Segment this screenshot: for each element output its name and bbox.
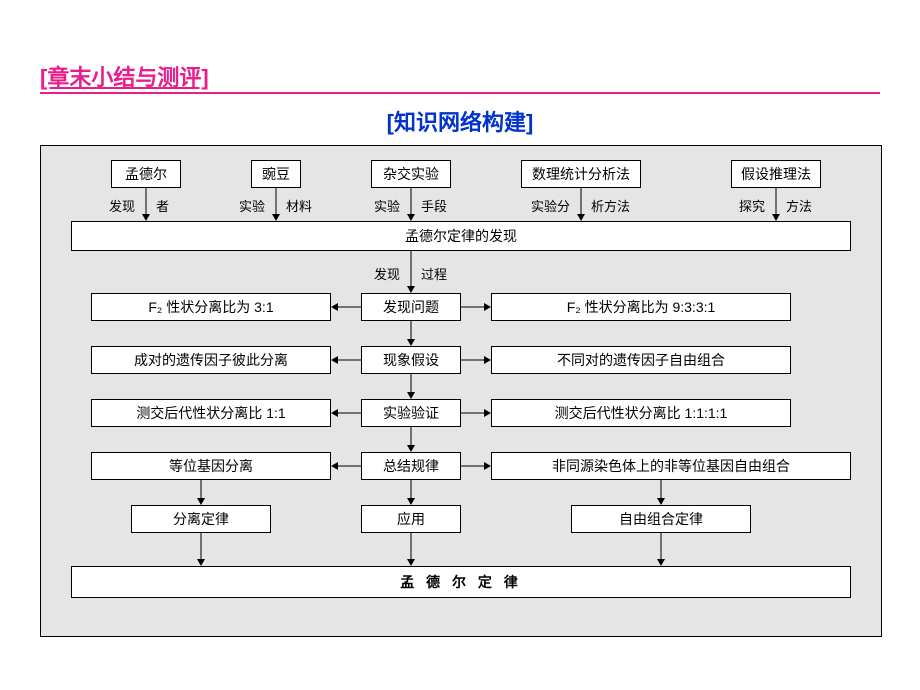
arrow-c1-c2 (407, 321, 415, 346)
node-c4: 总结规律 (361, 452, 461, 480)
section-title: [章末小结与测评] (40, 60, 209, 92)
node-r5: 自由组合定律 (571, 505, 751, 533)
arrow-bar1-c1 (407, 251, 415, 293)
arrow-c3-r3 (461, 409, 491, 417)
title-underline (40, 92, 880, 94)
arrow-t4 (577, 188, 585, 221)
arrow-l5-bar2 (197, 533, 205, 566)
lbl-t5b: 方法 (786, 196, 812, 215)
arrow-l4-l5 (197, 480, 205, 505)
lbl-t4b: 析方法 (591, 196, 630, 215)
node-discovery-bar: 孟德尔定律的发现 (71, 221, 851, 251)
connectors (41, 146, 881, 636)
node-mendel-law-bar: 孟 德 尔 定 律 (71, 566, 851, 598)
arrow-c2-r2 (461, 356, 491, 364)
arrow-c3-l3 (331, 409, 361, 417)
lbl-t3a: 实验 (374, 196, 400, 215)
arrow-c5-bar2 (407, 533, 415, 566)
node-r3: 测交后代性状分离比 1:1:1:1 (491, 399, 791, 427)
node-l4: 等位基因分离 (91, 452, 331, 480)
node-l3: 测交后代性状分离比 1:1 (91, 399, 331, 427)
node-pea: 豌豆 (251, 160, 301, 188)
lbl-t1a: 发现 (109, 196, 135, 215)
node-l2: 成对的遗传因子彼此分离 (91, 346, 331, 374)
lbl-t2b: 材料 (286, 196, 312, 215)
arrow-t1 (142, 188, 150, 221)
node-l5: 分离定律 (131, 505, 271, 533)
node-mendel: 孟德尔 (111, 160, 181, 188)
node-r2: 不同对的遗传因子自由组合 (491, 346, 791, 374)
arrow-c1-r1 (461, 303, 491, 311)
node-r1: F₂ 性状分离比为 9:3:3:1 (491, 293, 791, 321)
node-c5: 应用 (361, 505, 461, 533)
arrow-r5-bar2 (657, 533, 665, 566)
arrow-t5 (772, 188, 780, 221)
node-c1: 发现问题 (361, 293, 461, 321)
lbl-mid-b: 过程 (421, 264, 447, 283)
lbl-t2a: 实验 (239, 196, 265, 215)
arrow-c4-l4 (331, 462, 361, 470)
flowchart-container: 孟德尔 豌豆 杂交实验 数理统计分析法 假设推理法 发现 者 实验 材料 实验 … (40, 145, 882, 637)
lbl-t5a: 探究 (739, 196, 765, 215)
arrow-c1-l1 (331, 303, 361, 311)
arrow-t3 (407, 188, 415, 221)
lbl-t3b: 手段 (421, 196, 447, 215)
node-c2: 现象假设 (361, 346, 461, 374)
node-c3: 实验验证 (361, 399, 461, 427)
arrow-c3-c4 (407, 427, 415, 452)
arrow-c2-c3 (407, 374, 415, 399)
node-r4: 非同源染色体上的非等位基因自由组合 (491, 452, 851, 480)
subsection-title: [知识网络构建] (0, 105, 920, 137)
node-stats: 数理统计分析法 (521, 160, 641, 188)
lbl-t4a: 实验分 (531, 196, 570, 215)
arrow-c4-c5 (407, 480, 415, 505)
arrow-t2 (272, 188, 280, 221)
lbl-t1b: 者 (156, 196, 169, 215)
node-l1: F₂ 性状分离比为 3:1 (91, 293, 331, 321)
lbl-mid-a: 发现 (374, 264, 400, 283)
arrow-c2-l2 (331, 356, 361, 364)
node-hypothesis: 假设推理法 (731, 160, 821, 188)
node-cross-exp: 杂交实验 (371, 160, 451, 188)
arrow-c4-r4 (461, 462, 491, 470)
arrow-r4-r5 (657, 480, 665, 505)
